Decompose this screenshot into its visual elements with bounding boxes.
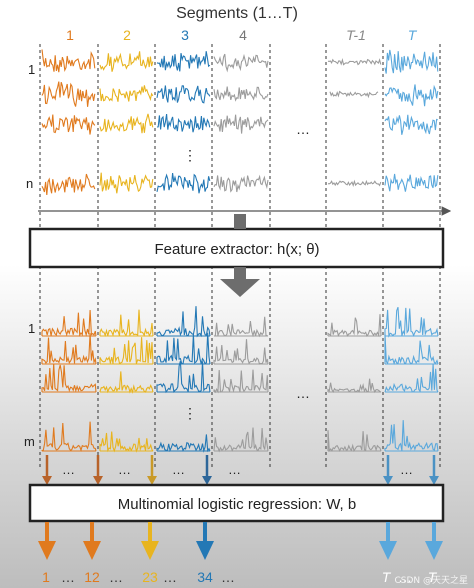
output-labels: 1 … 12 … 23 … 34 … T … T bbox=[42, 569, 438, 585]
feature-signal-seg2-row4 bbox=[99, 431, 154, 453]
raw-signal-seg2-row4 bbox=[99, 172, 154, 194]
feature-row-label-m: m bbox=[24, 434, 35, 449]
feature-signal-seg1-row3 bbox=[41, 363, 97, 393]
output-label-1: 1 bbox=[42, 569, 50, 585]
feature-extractor-label: Feature extractor: h(x; θ) bbox=[154, 241, 319, 258]
segment-label-2: 2 bbox=[123, 27, 131, 43]
raw-signal-seg3-row4 bbox=[156, 173, 211, 194]
output-label-2: … bbox=[61, 569, 75, 585]
output-label-5: 23 bbox=[142, 569, 158, 585]
feature-signal-seg5-row1 bbox=[327, 314, 382, 338]
raw-signal-seg5-row2 bbox=[329, 90, 379, 99]
feature-row-label-1: 1 bbox=[28, 321, 35, 336]
ellipsis-top: … bbox=[296, 121, 310, 137]
raw-signal-seg4-row2 bbox=[213, 86, 269, 102]
raw-signal-seg6-row2 bbox=[384, 84, 439, 107]
feature-to-regression-arrows bbox=[42, 455, 439, 485]
small-arrow-head-2 bbox=[93, 476, 103, 485]
output-label-6: … bbox=[163, 569, 177, 585]
ellipsis-arrows-2: … bbox=[118, 462, 131, 477]
segment-label-6: T bbox=[408, 27, 418, 43]
output-label-11: T bbox=[428, 569, 438, 585]
raw-signal-seg2-row2 bbox=[99, 85, 154, 102]
feature-signal-seg4-row2 bbox=[213, 339, 269, 365]
segment-label-5: T-1 bbox=[346, 27, 366, 43]
raw-signal-seg6-row1 bbox=[384, 49, 439, 74]
raw-signal-seg1-row1 bbox=[41, 49, 96, 73]
small-arrow-head-6 bbox=[429, 476, 439, 485]
feature-signal-seg1-row4 bbox=[41, 421, 97, 453]
output-label-3: 12 bbox=[84, 569, 100, 585]
ellipsis-arrows-1: … bbox=[62, 462, 75, 477]
feature-signal-seg4-row4 bbox=[213, 427, 269, 453]
raw-signal-seg1-row4 bbox=[41, 173, 96, 195]
raw-signal-seg2-row1 bbox=[99, 51, 154, 72]
segment-labels: 1 2 3 4 T-1 T bbox=[66, 27, 418, 43]
output-arrow-head-6 bbox=[425, 541, 443, 560]
vertical-ellipsis-top: ⋮ bbox=[183, 147, 197, 163]
raw-signal-seg3-row2 bbox=[156, 85, 211, 104]
feature-signal-seg1-row2 bbox=[41, 333, 97, 365]
raw-signal-seg3-row3 bbox=[156, 114, 211, 133]
feature-signal-seg4-row3 bbox=[213, 369, 269, 394]
small-arrow-head-3 bbox=[147, 476, 157, 485]
segment-label-1: 1 bbox=[66, 27, 74, 43]
vertical-ellipsis-mid: ⋮ bbox=[183, 405, 197, 421]
big-down-arrow-top bbox=[234, 214, 246, 229]
feature-signal-seg6-row3 bbox=[384, 363, 439, 393]
output-arrow-head-5 bbox=[379, 541, 397, 560]
small-arrow-head-4 bbox=[202, 476, 212, 485]
feature-signal-seg3-row3 bbox=[156, 361, 211, 394]
ellipsis-arrows-4: … bbox=[228, 462, 241, 477]
output-arrow-head-3 bbox=[141, 541, 159, 560]
raw-signal-seg5-row4 bbox=[327, 179, 382, 187]
raw-signals bbox=[41, 49, 439, 195]
segment-label-3: 3 bbox=[181, 27, 189, 43]
ellipsis-mid: … bbox=[296, 385, 310, 401]
output-label-7: 34 bbox=[197, 569, 213, 585]
output-label-9: T bbox=[382, 569, 392, 585]
feature-signal-seg6-row4 bbox=[384, 420, 439, 452]
diagram-title: Segments (1…T) bbox=[176, 5, 298, 22]
raw-signal-seg6-row4 bbox=[384, 173, 439, 192]
raw-signal-seg3-row1 bbox=[156, 51, 211, 72]
raw-signal-seg5-row1 bbox=[327, 57, 382, 66]
raw-signal-seg1-row2 bbox=[41, 81, 96, 107]
feature-signal-seg5-row3 bbox=[327, 378, 382, 394]
output-label-8: … bbox=[221, 569, 235, 585]
ellipsis-arrows-3: … bbox=[172, 462, 185, 477]
raw-signal-seg4-row3 bbox=[213, 114, 269, 134]
small-arrow-head-5 bbox=[383, 476, 393, 485]
output-arrows bbox=[38, 522, 443, 560]
raw-signal-seg6-row3 bbox=[384, 114, 438, 135]
output-arrow-head-4 bbox=[196, 541, 214, 560]
big-down-arrow-mid bbox=[220, 267, 260, 297]
ellipsis-arrows-5: … bbox=[400, 462, 413, 477]
raw-signal-seg2-row3 bbox=[99, 113, 154, 134]
output-arrow-head-2 bbox=[83, 541, 101, 560]
regression-box bbox=[28, 483, 445, 523]
output-label-10: … bbox=[398, 569, 412, 585]
output-arrow-head-1 bbox=[38, 541, 56, 560]
feature-signal-seg1-row1 bbox=[41, 309, 97, 337]
output-label-4: … bbox=[109, 569, 123, 585]
row-label-n: n bbox=[26, 176, 33, 191]
regression-label: Multinomial logistic regression: W, b bbox=[118, 496, 356, 513]
watermark: CSDN @天天之星 bbox=[394, 576, 468, 586]
raw-signal-seg4-row1 bbox=[213, 53, 269, 73]
feature-extractor-box bbox=[28, 227, 445, 269]
feature-signal-seg2-row2 bbox=[99, 337, 154, 365]
raw-signal-seg1-row3 bbox=[41, 114, 96, 135]
small-arrow-head-1 bbox=[42, 476, 52, 485]
segment-label-4: 4 bbox=[239, 27, 247, 43]
row-label-1: 1 bbox=[28, 62, 35, 77]
feature-signals bbox=[41, 306, 439, 453]
feature-signal-seg3-row4 bbox=[156, 434, 211, 453]
raw-signal-seg4-row4 bbox=[213, 174, 269, 193]
